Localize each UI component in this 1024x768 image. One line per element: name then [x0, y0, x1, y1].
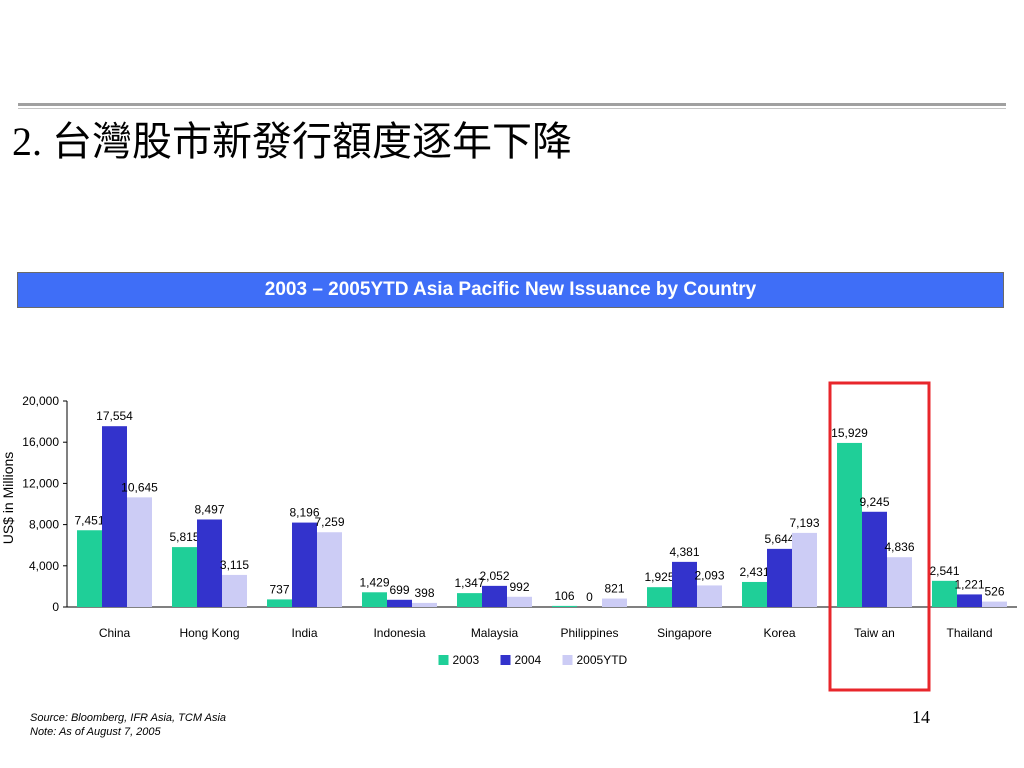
legend-label: 2005YTD: [577, 653, 628, 667]
y-tick-label: 0: [52, 600, 59, 614]
data-label: 9,245: [859, 495, 889, 509]
legend-swatch: [500, 655, 511, 665]
title-rule-thin: [18, 108, 1006, 109]
data-label: 1,925: [644, 570, 674, 584]
x-tick-label: Hong Kong: [179, 626, 239, 640]
x-tick-label: Thailand: [946, 626, 992, 640]
legend-swatch: [438, 655, 449, 665]
bar-2004: [482, 585, 507, 607]
data-label: 17,554: [96, 409, 133, 423]
bar-2004: [767, 548, 792, 607]
data-label: 106: [554, 589, 574, 603]
bar-2003: [172, 547, 197, 607]
data-label: 1,221: [954, 577, 984, 591]
data-label: 5,815: [169, 530, 199, 544]
data-label: 526: [984, 585, 1004, 599]
data-label: 7,451: [74, 513, 104, 527]
bar-2005YTD: [697, 585, 722, 607]
source-note: Source: Bloomberg, IFR Asia, TCM Asia No…: [30, 711, 226, 739]
highlight-box: [828, 381, 931, 692]
issuance-chart: 0 4,000 8,000 12,000 16,000 20,000 US$ in Mill…: [0, 381, 1017, 692]
title-rule: [18, 103, 1006, 106]
data-label: 1,429: [359, 575, 389, 589]
bar-2003: [457, 593, 482, 607]
bar-2003: [552, 605, 577, 607]
x-tick-label: Philippines: [560, 626, 618, 640]
data-label: 699: [389, 583, 409, 597]
data-label: 7,193: [789, 516, 819, 530]
y-tick-label: 12,000: [22, 476, 59, 490]
x-tick-label: Malaysia: [471, 626, 519, 640]
bar-2004: [197, 519, 222, 607]
data-label: 2,093: [694, 568, 724, 582]
bar-2005YTD: [982, 601, 1007, 607]
bar-2005YTD: [317, 532, 342, 607]
note-text: Note: As of August 7, 2005: [30, 726, 161, 738]
data-label: 8,196: [289, 506, 319, 520]
bar-2004: [292, 522, 317, 607]
data-label: 821: [604, 582, 624, 596]
bar-2004: [957, 594, 982, 607]
bar-2003: [267, 599, 292, 607]
x-tick-label: Singapore: [657, 626, 712, 640]
data-label: 1,347: [454, 576, 484, 590]
y-tick-label: 8,000: [29, 518, 59, 532]
legend-label: 2004: [515, 653, 542, 667]
bar-2004: [102, 426, 127, 607]
x-tick-label: China: [99, 626, 131, 640]
y-tick-label: 20,000: [22, 394, 59, 408]
y-tick-label: 16,000: [22, 435, 59, 449]
data-label: 3,115: [220, 558, 249, 572]
data-label: 7,259: [314, 515, 344, 529]
data-label: 15,929: [831, 426, 868, 440]
bar-2003: [742, 581, 767, 607]
bar-2005YTD: [792, 532, 817, 607]
data-label: 2,431: [739, 565, 769, 579]
bar-2004: [862, 511, 887, 607]
bar-2005YTD: [222, 574, 247, 607]
bar-2003: [932, 580, 957, 607]
bar-2004: [672, 561, 697, 607]
data-label: 992: [509, 580, 529, 594]
y-axis-title: US$ in Millions: [0, 452, 16, 545]
data-label: 10,645: [121, 480, 158, 494]
y-tick-label: 4,000: [29, 559, 59, 573]
x-tick-label: Indonesia: [373, 626, 425, 640]
data-label: 737: [269, 582, 289, 596]
x-tick-label: Korea: [763, 626, 795, 640]
bar-2003: [647, 587, 672, 607]
bar-2005YTD: [412, 602, 437, 607]
legend-label: 2003: [453, 653, 480, 667]
data-label: 0: [586, 590, 593, 604]
page-number: 14: [912, 707, 930, 727]
legend-swatch: [562, 655, 573, 665]
data-label: 2,052: [479, 569, 509, 583]
bar-2003: [837, 442, 862, 607]
x-tick-label: India: [291, 626, 317, 640]
data-label: 4,836: [884, 540, 914, 554]
bar-2005YTD: [507, 596, 532, 607]
bar-2003: [362, 592, 387, 607]
bar-2005YTD: [887, 557, 912, 607]
data-label: 398: [414, 586, 434, 600]
bar-2005YTD: [602, 598, 627, 607]
bar-2004: [387, 599, 412, 607]
data-label: 4,381: [669, 545, 699, 559]
chart-title-banner: 2003 – 2005YTD Asia Pacific New Issuance…: [17, 272, 1004, 308]
data-label: 8,497: [194, 502, 224, 516]
x-tick-label: Taiw an: [854, 626, 895, 640]
data-label: 2,541: [929, 564, 959, 578]
slide-title: 2. 台灣股市新發行額度逐年下降: [12, 119, 572, 164]
source-text: Source: Bloomberg, IFR Asia, TCM Asia: [30, 712, 227, 724]
data-label: 5,644: [764, 532, 794, 546]
bar-2005YTD: [127, 497, 152, 607]
bar-2003: [77, 530, 102, 607]
